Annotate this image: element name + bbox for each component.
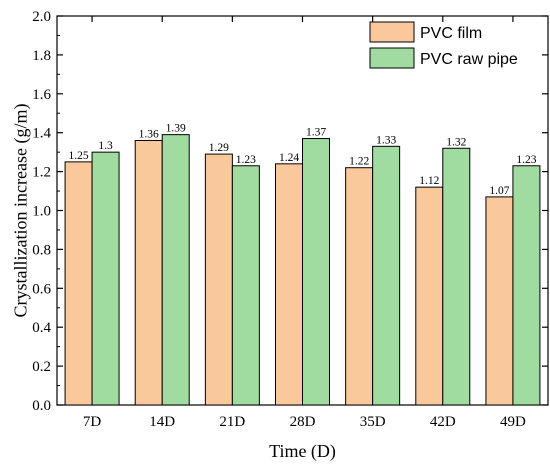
legend: PVC film PVC raw pipe	[369, 21, 518, 69]
bar	[372, 145, 401, 406]
x-tick-label: 35D	[360, 414, 386, 430]
bar	[231, 165, 260, 406]
bar-value-label: 1.24	[279, 152, 299, 164]
y-tick-label: 2.0	[32, 9, 51, 25]
bar	[134, 139, 163, 406]
plot-area: 0.0 0.2 0.4 0.6 0.8 1.0 1.2 1.4 1.6 1.8 2.0 7D 14D 2…	[32, 9, 549, 430]
bars	[64, 134, 541, 406]
y-tick-label: 0.8	[32, 242, 51, 258]
legend-swatch	[369, 21, 415, 43]
x-tick-label: 7D	[83, 414, 102, 430]
x-tick-label: 28D	[290, 414, 316, 430]
y-tick-label: 1.8	[32, 48, 51, 64]
bar	[204, 153, 233, 406]
bar	[161, 134, 190, 406]
y-axis-title: Crystallization increase (g/m)	[10, 104, 31, 318]
bar-value-label: 1.25	[69, 150, 89, 162]
bar	[91, 151, 120, 406]
legend-label: PVC film	[420, 25, 482, 42]
bar	[275, 163, 303, 406]
y-tick-label: 1.0	[32, 204, 51, 220]
x-tick-label: 42D	[430, 414, 456, 430]
bar	[302, 138, 330, 406]
bar-value-label: 1.07	[489, 185, 509, 197]
bar	[345, 167, 374, 406]
bar-value-label: 1.3	[98, 140, 113, 152]
x-tick-label: 14D	[149, 414, 175, 430]
bar	[485, 196, 514, 406]
bar	[442, 147, 471, 406]
y-axis: 0.0 0.2 0.4 0.6 0.8 1.0 1.2 1.4 1.6 1.8 2.0	[32, 9, 548, 414]
bar	[512, 165, 541, 406]
bar-value-label: 1.12	[419, 175, 439, 187]
x-tick-label: 21D	[219, 414, 245, 430]
bar-value-label: 1.37	[306, 127, 326, 139]
x-tick-label: 49D	[500, 414, 526, 430]
y-tick-label: 0.6	[32, 281, 51, 297]
bar	[415, 186, 444, 406]
legend-swatch	[369, 47, 415, 69]
bar-value-label: 1.23	[236, 154, 256, 166]
bar	[64, 161, 93, 406]
bar-value-label: 1.29	[209, 142, 229, 154]
y-tick-label: 0.2	[32, 359, 51, 375]
x-axis-title: Time (D)	[269, 441, 336, 462]
bar-value-label: 1.23	[516, 154, 536, 166]
y-tick-label: 1.6	[32, 87, 51, 103]
legend-label: PVC raw pipe	[420, 51, 518, 68]
bar-value-label: 1.22	[349, 156, 369, 168]
y-tick-label: 0.4	[32, 320, 51, 336]
y-tick-label: 1.2	[32, 165, 51, 181]
bar-value-label: 1.33	[376, 134, 396, 146]
bar-value-label: 1.32	[446, 136, 466, 148]
data-labels: 1.25 1.3 1.36 1.39 1.29 1.23 1.24 1.37 1.22 1.33 1…	[69, 123, 537, 197]
y-tick-label: 0.0	[32, 398, 51, 414]
bar-value-label: 1.36	[139, 128, 159, 140]
y-tick-label: 1.4	[32, 126, 51, 142]
bar-value-label: 1.39	[166, 123, 186, 135]
